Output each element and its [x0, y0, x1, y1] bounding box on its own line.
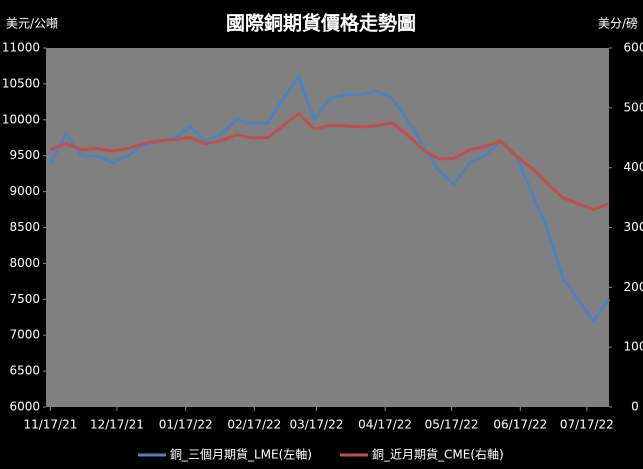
y-tick-label: 7000	[9, 328, 40, 342]
y-tick-label: 6500	[9, 364, 40, 378]
x-tick-label: 02/17/22	[227, 418, 281, 432]
y-tick-label: 8500	[9, 220, 40, 234]
y-tick-label: 10000	[2, 112, 40, 126]
legend-label: 銅_近月期貨_CME(右軸)	[372, 447, 504, 462]
y2-axis-label: 美分/磅	[598, 16, 638, 31]
y-tick-label: 9000	[9, 184, 40, 198]
y2-tick-label: 300	[624, 220, 643, 234]
y-tick-label: 8000	[9, 256, 40, 270]
y2-tick-label: 0	[631, 400, 639, 414]
y2-tick-label: 500	[624, 100, 643, 114]
y2-tick-label: 100	[624, 340, 643, 354]
chart-title: 國際銅期貨價格走勢圖	[226, 12, 416, 35]
y-tick-label: 7500	[9, 292, 40, 306]
x-tick-label: 11/17/21	[23, 418, 77, 432]
x-tick-label: 07/17/22	[560, 418, 614, 432]
y-tick-label: 6000	[9, 400, 40, 414]
legend-label: 銅_三個月期貨_LME(左軸)	[170, 447, 312, 462]
y2-tick-label: 600	[624, 41, 643, 55]
y-axis-label: 美元/公噸	[6, 17, 58, 31]
x-tick-label: 01/17/22	[159, 418, 213, 432]
x-tick-label: 03/17/22	[289, 418, 343, 432]
x-tick-label: 04/17/22	[358, 418, 412, 432]
x-tick-label: 05/17/22	[425, 418, 479, 432]
x-tick-label: 12/17/21	[90, 418, 144, 432]
y2-tick-label: 400	[624, 160, 643, 174]
plot-area	[46, 48, 609, 407]
x-tick-label: 06/17/22	[493, 418, 547, 432]
y-tick-label: 9500	[9, 148, 40, 162]
series-line	[49, 112, 610, 211]
y-tick-label: 11000	[2, 41, 40, 55]
y-tick-label: 10500	[2, 76, 40, 90]
y2-tick-label: 200	[624, 280, 643, 294]
